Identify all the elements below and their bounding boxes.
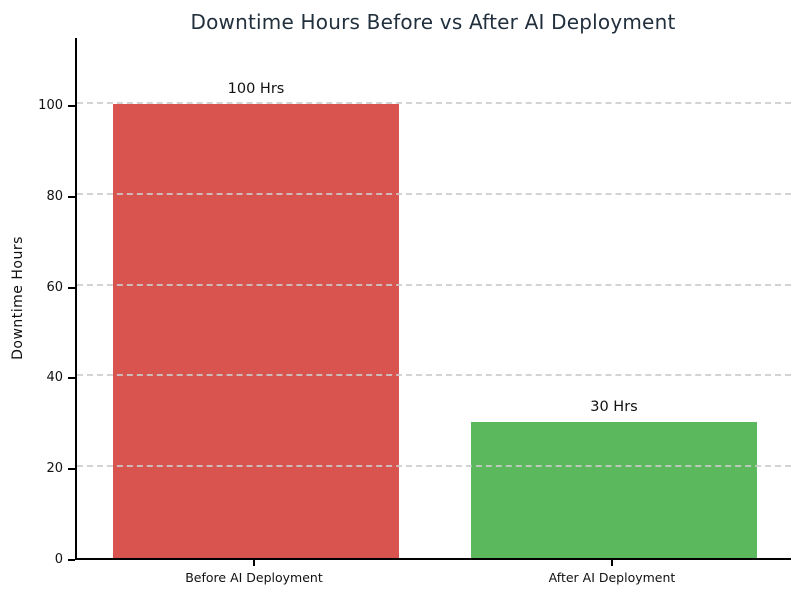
gridline-y-100 (77, 102, 791, 105)
y-axis-label: Downtime Hours (10, 236, 26, 360)
y-tick-label-60: 60 (46, 279, 63, 295)
y-tick-mark-100 (68, 105, 75, 108)
bar-after-ai-deployment (470, 421, 758, 558)
y-tick-mark-40 (68, 377, 75, 380)
gridline-y-40 (77, 374, 791, 377)
x-tick-mark-after-ai-deployment (611, 560, 613, 566)
y-tick-label-40: 40 (46, 370, 63, 386)
plot-area: 100 Hrs 30 Hrs (75, 38, 791, 560)
y-tick-label-0: 0 (54, 552, 63, 567)
bar-value-label-before-ai-deployment: 100 Hrs (227, 81, 285, 98)
y-tick-label-20: 20 (46, 461, 63, 477)
x-tick-label-before-ai-deployment: Before AI Deployment (185, 570, 323, 585)
x-tick-label-after-ai-deployment: After AI Deployment (548, 570, 676, 585)
gridline-y-60 (77, 283, 791, 286)
y-tick-label-80: 80 (46, 188, 63, 204)
chart-title: Downtime Hours Before vs After AI Deploy… (190, 10, 676, 34)
x-tick-mark-before-ai-deployment (253, 560, 255, 566)
y-tick-mark-0 (68, 559, 75, 561)
y-tick-label-100: 100 (38, 98, 63, 114)
bar-before-ai-deployment (112, 104, 400, 558)
gridline-y-80 (77, 192, 791, 195)
bar-value-label-after-ai-deployment: 30 Hrs (590, 398, 638, 415)
y-tick-mark-80 (68, 195, 75, 198)
gridline-y-20 (77, 465, 791, 468)
y-tick-mark-20 (68, 468, 75, 471)
y-tick-mark-60 (68, 286, 75, 289)
